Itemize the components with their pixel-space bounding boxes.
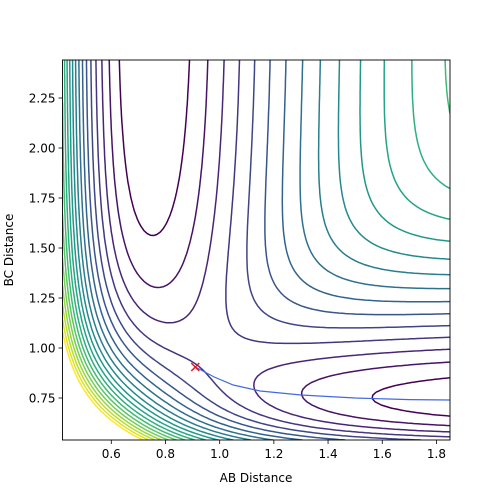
x-axis-label: AB Distance xyxy=(220,471,293,485)
contour-line xyxy=(95,60,450,438)
y-tick-label: 2.25 xyxy=(29,92,56,106)
x-tick-label: 1.8 xyxy=(427,447,446,461)
x-tick-label: 1.4 xyxy=(319,447,338,461)
start-marker xyxy=(190,362,200,372)
contour-line xyxy=(62,257,170,440)
overlay-layer xyxy=(190,362,450,401)
contour-line xyxy=(90,60,450,440)
y-axis: 0.75 1.00 1.25 1.50 1.75 2.00 2.25 xyxy=(29,92,63,406)
plot-frame xyxy=(62,59,451,441)
contour-line xyxy=(68,60,450,440)
contour-line xyxy=(71,60,450,440)
contour-line xyxy=(62,284,162,440)
contour-line xyxy=(62,303,156,440)
x-tick-label: 1.0 xyxy=(210,447,229,461)
contour-line xyxy=(62,330,144,440)
y-tick-label: 1.50 xyxy=(29,242,56,256)
x-tick-label: 1.2 xyxy=(264,447,283,461)
contour-line xyxy=(78,60,450,440)
contour-line xyxy=(74,60,450,440)
contour-line xyxy=(81,60,450,440)
y-tick-label: 1.00 xyxy=(29,342,56,356)
contour-line xyxy=(108,60,450,427)
x-tick-label: 0.8 xyxy=(156,447,175,461)
contour-line xyxy=(63,60,450,440)
x-tick-label: 1.6 xyxy=(373,447,392,461)
contour-line xyxy=(66,60,450,440)
x-axis: 0.6 0.8 1.0 1.2 1.4 1.6 1.8 xyxy=(102,440,446,461)
x-tick-label: 0.6 xyxy=(102,447,121,461)
y-tick-label: 1.25 xyxy=(29,292,56,306)
y-tick-label: 1.75 xyxy=(29,192,56,206)
contour-line xyxy=(62,213,177,440)
y-axis-label: BC Distance xyxy=(2,214,16,287)
contour-line xyxy=(62,318,150,440)
contour-line xyxy=(85,60,450,440)
contour-line xyxy=(101,60,450,433)
trajectory-path xyxy=(195,366,450,401)
y-tick-label: 2.00 xyxy=(29,142,56,156)
contour-line xyxy=(118,60,450,417)
y-tick-label: 0.75 xyxy=(29,392,56,406)
contour-lines xyxy=(62,60,450,440)
